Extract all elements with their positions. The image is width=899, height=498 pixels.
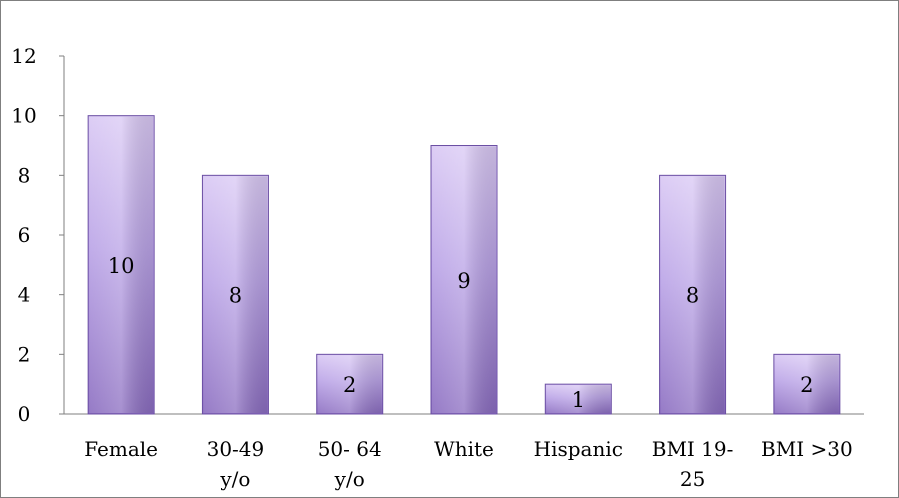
bar-sheen [89, 116, 154, 414]
bar-data-label: 10 [108, 254, 135, 278]
y-tick-label: 0 [18, 402, 31, 426]
bar-sheen [317, 355, 382, 413]
y-tick-label: 4 [18, 283, 31, 307]
bar-data-label: 8 [686, 284, 699, 308]
bar-data-label: 8 [229, 284, 242, 308]
x-category-label: y/o [334, 467, 365, 491]
x-category-label: 30-49 [207, 437, 265, 461]
y-tick-label: 8 [18, 163, 31, 187]
x-category-label: Hispanic [534, 437, 623, 461]
y-tick-label: 6 [18, 223, 31, 247]
bar-sheen [546, 385, 611, 413]
y-tick-label: 10 [11, 104, 36, 128]
x-category-label: y/o [219, 467, 250, 491]
x-category-label: BMI 19- [652, 437, 734, 461]
y-tick-label: 2 [18, 342, 31, 366]
bars [87, 115, 841, 415]
y-tick-label: 12 [11, 44, 36, 68]
bar-sheen [432, 146, 496, 413]
bar-data-label: 2 [800, 373, 813, 397]
x-category-label: Female [84, 437, 158, 461]
bar-data-label: 1 [572, 388, 585, 412]
bar-data-label: 2 [343, 373, 356, 397]
x-category-label: White [434, 437, 494, 461]
bar-sheen [774, 355, 839, 413]
bar-sheen [203, 176, 268, 413]
x-category-label: 50- 64 [318, 437, 382, 461]
x-category-label: 25 [680, 467, 705, 491]
bar-sheen [660, 176, 725, 413]
x-category-label: BMI >30 [761, 437, 853, 461]
bar-data-label: 9 [457, 269, 470, 293]
